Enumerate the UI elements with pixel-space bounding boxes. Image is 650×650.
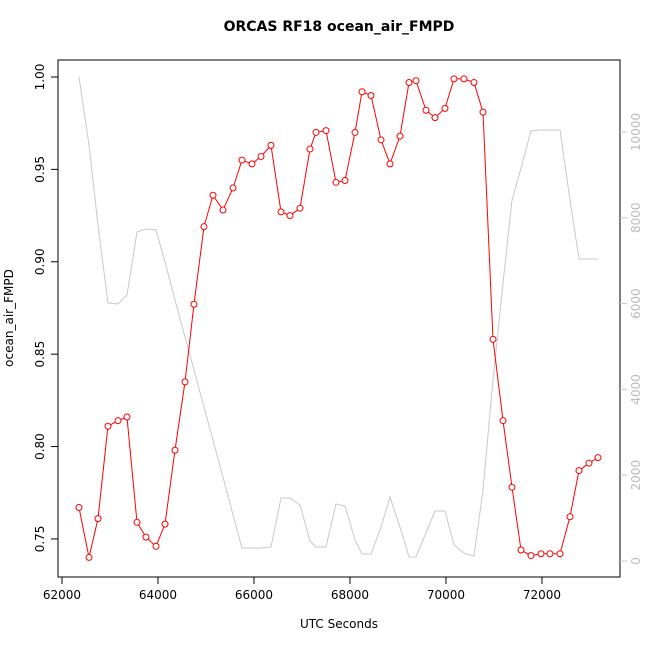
point [190, 300, 198, 308]
x-tick-label: 66000 [235, 588, 273, 602]
point [412, 77, 420, 85]
point [386, 160, 394, 168]
chart-title: ORCAS RF18 ocean_air_FMPD [224, 19, 455, 35]
point [152, 542, 160, 550]
point [75, 504, 83, 512]
y-tick-label: 0.85 [33, 341, 47, 368]
point [517, 546, 525, 554]
point [104, 422, 112, 430]
point [431, 114, 439, 122]
point [133, 518, 141, 526]
x-tick-label: 68000 [331, 588, 369, 602]
point [277, 208, 285, 216]
series-line [78, 76, 599, 558]
point [286, 212, 294, 220]
point [123, 413, 131, 421]
point [219, 206, 227, 214]
point [142, 533, 150, 541]
point [479, 108, 487, 116]
y2-tick-label: 8000 [629, 203, 643, 234]
point [460, 75, 468, 83]
point [470, 79, 478, 87]
point [450, 75, 458, 83]
x-tick-label: 64000 [139, 588, 177, 602]
point [585, 459, 593, 467]
point [312, 128, 320, 136]
point [499, 417, 507, 425]
point [171, 446, 179, 454]
y-tick-label: 0.80 [33, 433, 47, 460]
point [85, 553, 93, 561]
point [556, 550, 564, 558]
x-tick-label: 70000 [427, 588, 465, 602]
point [161, 520, 169, 528]
point [114, 417, 122, 425]
point [508, 483, 516, 491]
y2-tick-label: 2000 [629, 460, 643, 491]
point [396, 132, 404, 140]
x-tick-label: 72000 [523, 588, 561, 602]
point [377, 136, 385, 144]
y-tick-label: 0.95 [33, 156, 47, 183]
point [296, 204, 304, 212]
point [200, 223, 208, 231]
y2-tick-label: 6000 [629, 288, 643, 319]
y2-tick-label: 0 [629, 557, 643, 565]
point [209, 191, 217, 199]
point [238, 156, 246, 164]
point [594, 454, 602, 462]
point [405, 79, 413, 87]
point [322, 127, 330, 135]
point [341, 176, 349, 184]
y-tick-label: 0.90 [33, 248, 47, 275]
y-tick-label: 1.00 [33, 64, 47, 91]
y2-tick-label: 4000 [629, 374, 643, 405]
plot-frame [57, 59, 621, 578]
point [489, 335, 497, 343]
point [575, 467, 583, 475]
point [94, 515, 102, 523]
point [257, 152, 265, 160]
point [527, 552, 535, 560]
point [358, 88, 366, 96]
point [332, 178, 340, 186]
x-tick-label: 62000 [43, 588, 81, 602]
point [351, 128, 359, 136]
point [537, 550, 545, 558]
x-axis-label: UTC Seconds [300, 617, 378, 631]
point [546, 550, 554, 558]
point [422, 106, 430, 114]
point [306, 145, 314, 153]
point [229, 184, 237, 192]
point [367, 91, 375, 99]
point [248, 160, 256, 168]
y-axis-label: ocean_air_FMPD [2, 269, 16, 367]
point [566, 513, 574, 521]
point [267, 141, 275, 149]
y2-tick-label: 10000 [629, 113, 643, 151]
point [181, 378, 189, 386]
series-line [78, 78, 599, 558]
point [441, 104, 449, 112]
y-tick-label: 0.75 [33, 526, 47, 553]
